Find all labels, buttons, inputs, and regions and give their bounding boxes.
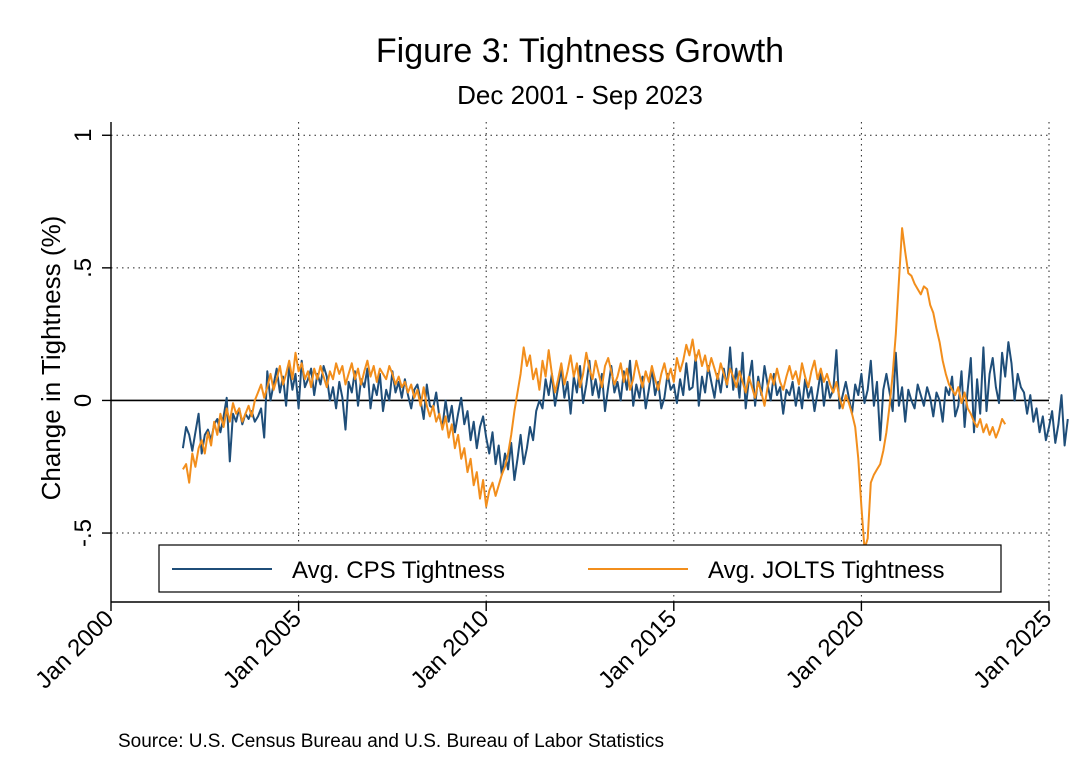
series-layer xyxy=(181,227,1069,550)
x-tick-label: Jan 2000 xyxy=(30,605,119,694)
series-line-jolts xyxy=(182,227,1007,550)
source-note: Source: U.S. Census Bureau and U.S. Bure… xyxy=(118,731,664,752)
legend-label-cps: Avg. CPS Tightness xyxy=(292,557,505,584)
legend-label-jolts: Avg. JOLTS Tightness xyxy=(708,557,945,584)
chart-title: Figure 3: Tightness Growth xyxy=(376,32,784,70)
y-tick-label: .5 xyxy=(70,258,97,278)
series-line-cps xyxy=(181,341,1069,481)
legend-box xyxy=(158,544,1002,593)
x-tick-label: Jan 2015 xyxy=(593,605,682,694)
y-tick-label: 1 xyxy=(70,129,97,142)
legend: Avg. CPS Tightness Avg. JOLTS Tightness xyxy=(158,544,1002,593)
y-tick-label: -.5 xyxy=(70,519,97,547)
y-tick-label: 0 xyxy=(70,394,97,407)
y-axis-label: Change in Tightness (%) xyxy=(36,216,66,501)
x-tick-label: Jan 2025 xyxy=(968,605,1057,694)
tick-labels: Jan 2000 Jan 2005 Jan 2010 Jan 2015 Jan 2020… xyxy=(30,129,1057,695)
grid-lines xyxy=(110,122,1050,602)
x-tick-label: Jan 2020 xyxy=(781,605,870,694)
x-tick-label: Jan 2005 xyxy=(218,605,307,694)
axes xyxy=(102,122,1050,611)
chart-subtitle: Dec 2001 - Sep 2023 xyxy=(457,80,703,110)
x-tick-label: Jan 2010 xyxy=(406,605,495,694)
